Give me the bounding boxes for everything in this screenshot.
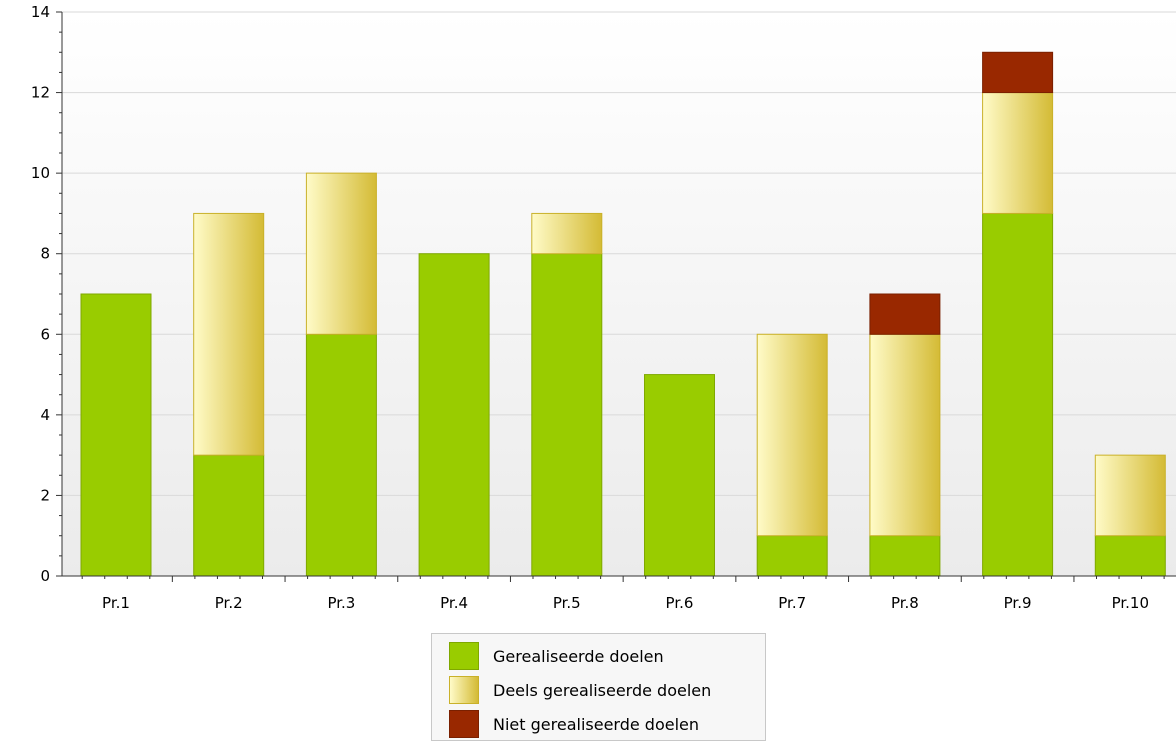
legend-item-not-realized: Niet gerealiseerde doelen	[449, 710, 699, 738]
legend-swatch-realized	[449, 642, 479, 670]
x-tick-label-pr10: Pr.10	[1112, 594, 1149, 612]
bars	[80, 51, 1166, 577]
x-tick-label-pr4: Pr.4	[440, 594, 468, 612]
y-tick-label-6: 6	[40, 325, 50, 343]
legend-label-not-realized: Niet gerealiseerde doelen	[493, 714, 700, 734]
x-tick-label-pr8: Pr.8	[891, 594, 919, 612]
bar-realized-pr7	[756, 535, 828, 577]
legend-swatch-partial	[449, 676, 479, 704]
bar-realized-pr5	[531, 253, 603, 577]
bar-realized-pr2	[193, 454, 265, 577]
legend-item-partial: Deels gerealiseerde doelen	[449, 676, 711, 704]
bar-not-realized-pr8	[869, 293, 941, 335]
bar-partial-pr8	[869, 333, 941, 537]
legend-item-realized: Gerealiseerde doelen	[449, 642, 664, 670]
bar-partial-pr9	[982, 92, 1054, 214]
bar-realized-pr9	[982, 212, 1054, 577]
bar-not-realized-pr9	[982, 51, 1054, 94]
x-tick-label-pr5: Pr.5	[553, 594, 581, 612]
y-tick-label-14: 14	[31, 3, 50, 21]
x-tick-label-pr7: Pr.7	[778, 594, 806, 612]
legend-label-partial: Deels gerealiseerde doelen	[493, 680, 712, 700]
y-tick-label-0: 0	[40, 567, 50, 585]
bar-realized-pr6	[644, 374, 715, 577]
legend: Gerealiseerde doelen Deels gerealiseerde…	[431, 633, 766, 741]
bar-realized-pr1	[80, 293, 152, 577]
bar-partial-pr3	[305, 172, 377, 335]
legend-label-realized: Gerealiseerde doelen	[493, 646, 664, 666]
x-tick-label-pr9: Pr.9	[1004, 594, 1032, 612]
y-tick-labels: 0 2 4 6 8 10 12 14	[31, 3, 50, 585]
x-tick-label-pr1: Pr.1	[102, 594, 130, 612]
x-tick-label-pr3: Pr.3	[327, 594, 355, 612]
bar-partial-pr7	[756, 333, 828, 537]
axes	[56, 11, 1176, 582]
bar-partial-pr5	[531, 212, 603, 255]
bar-realized-pr8	[869, 535, 941, 577]
y-tick-label-8: 8	[40, 245, 50, 263]
y-tick-label-10: 10	[31, 164, 50, 182]
bar-partial-pr10	[1094, 454, 1166, 537]
x-tick-label-pr6: Pr.6	[666, 594, 694, 612]
y-tick-label-12: 12	[31, 84, 50, 102]
x-tick-labels: Pr.1 Pr.2 Pr.3 Pr.4 Pr.5 Pr.6 Pr.7 Pr.8 Pr.9 Pr.1…	[102, 594, 1149, 612]
legend-swatch-not-realized	[449, 710, 479, 738]
bar-partial-pr2	[193, 212, 265, 456]
bar-realized-pr10	[1094, 535, 1166, 577]
bar-realized-pr3	[305, 333, 377, 577]
bar-realized-pr4	[418, 253, 490, 577]
y-tick-label-4: 4	[40, 406, 50, 424]
y-tick-label-2: 2	[40, 486, 50, 504]
x-tick-label-pr2: Pr.2	[215, 594, 243, 612]
